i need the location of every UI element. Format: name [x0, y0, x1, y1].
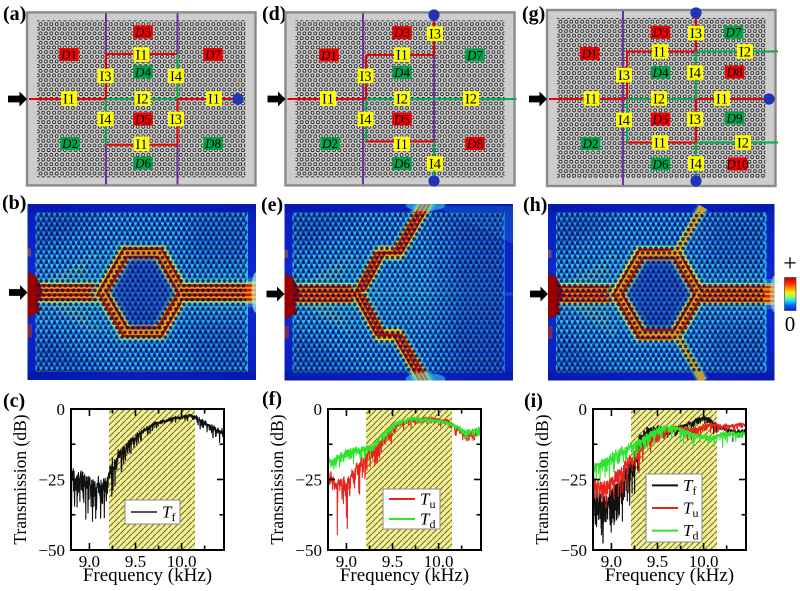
svg-text:(e): (e): [261, 194, 283, 216]
svg-text:(a): (a): [3, 3, 26, 25]
svg-text:Transmission (dB): Transmission (dB): [532, 414, 552, 544]
svg-text:I1: I1: [716, 91, 728, 107]
svg-text:−50: −50: [295, 541, 322, 560]
svg-text:I1: I1: [654, 44, 666, 60]
svg-text:9.0: 9.0: [336, 552, 357, 571]
svg-text:10.0: 10.0: [167, 552, 197, 571]
svg-text:I3: I3: [618, 68, 630, 84]
svg-text:I3: I3: [690, 26, 702, 42]
svg-text:I1: I1: [585, 91, 597, 107]
svg-text:Frequency (kHz): Frequency (kHz): [340, 565, 469, 586]
svg-text:D3: D3: [134, 24, 151, 39]
svg-text:I3: I3: [689, 112, 701, 128]
svg-text:D6: D6: [134, 155, 151, 170]
svg-text:10.0: 10.0: [424, 552, 454, 571]
svg-text:D6: D6: [652, 156, 669, 171]
svg-text:D5: D5: [393, 111, 410, 126]
svg-text:D6: D6: [393, 156, 410, 171]
svg-text:I2: I2: [737, 135, 749, 151]
svg-text:D5: D5: [134, 111, 151, 126]
svg-text:9.0: 9.0: [601, 552, 622, 571]
svg-text:9.5: 9.5: [647, 552, 668, 571]
svg-text:Tf: Tf: [162, 503, 175, 525]
svg-text:D10: D10: [725, 156, 748, 171]
svg-text:D2: D2: [321, 136, 338, 151]
svg-text:−50: −50: [38, 541, 65, 560]
svg-text:D9: D9: [726, 110, 743, 125]
svg-text:D7: D7: [725, 25, 742, 40]
svg-text:(g): (g): [522, 3, 545, 25]
svg-text:−25: −25: [560, 471, 587, 490]
svg-text:Transmission (dB): Transmission (dB): [10, 414, 30, 544]
svg-text:I4: I4: [170, 69, 183, 85]
svg-text:I2: I2: [396, 91, 408, 107]
svg-text:Tu: Tu: [683, 499, 698, 521]
svg-text:D3: D3: [652, 25, 669, 40]
svg-text:D3: D3: [393, 25, 410, 40]
svg-text:I4: I4: [359, 112, 372, 128]
svg-text:D7: D7: [204, 47, 221, 62]
svg-text:D2: D2: [61, 136, 78, 151]
svg-text:+: +: [783, 251, 797, 277]
svg-text:I1: I1: [396, 48, 408, 64]
svg-text:D1: D1: [581, 46, 598, 61]
svg-text:I3: I3: [99, 69, 111, 85]
svg-text:(h): (h): [523, 194, 547, 216]
svg-text:I4: I4: [690, 156, 703, 172]
svg-text:0: 0: [57, 400, 66, 419]
svg-text:(i): (i): [524, 390, 543, 412]
svg-text:D7: D7: [466, 47, 483, 62]
svg-text:Frequency (kHz): Frequency (kHz): [83, 565, 212, 586]
svg-text:I1: I1: [396, 137, 408, 153]
svg-text:I2: I2: [465, 91, 477, 107]
svg-text:9.0: 9.0: [79, 552, 100, 571]
svg-text:Frequency (kHz): Frequency (kHz): [605, 565, 734, 586]
svg-text:−25: −25: [38, 471, 65, 490]
svg-text:9.5: 9.5: [382, 552, 403, 571]
svg-text:Tf: Tf: [683, 476, 696, 498]
svg-text:(c): (c): [3, 390, 25, 412]
svg-text:0: 0: [314, 400, 323, 419]
svg-text:I4: I4: [429, 156, 442, 172]
svg-text:D8: D8: [726, 64, 743, 79]
svg-text:I1: I1: [322, 91, 334, 107]
svg-text:I1: I1: [63, 91, 75, 107]
svg-text:Transmission (dB): Transmission (dB): [267, 414, 287, 544]
svg-text:I4: I4: [99, 112, 112, 128]
svg-text:Tu: Tu: [420, 490, 435, 512]
svg-text:0: 0: [785, 312, 796, 336]
svg-text:−25: −25: [295, 471, 322, 490]
svg-text:−50: −50: [560, 541, 587, 560]
svg-text:I2: I2: [136, 91, 148, 107]
svg-text:0: 0: [579, 400, 588, 419]
svg-text:D2: D2: [582, 136, 599, 151]
svg-text:D5: D5: [652, 111, 669, 126]
svg-text:I1: I1: [654, 135, 666, 151]
svg-text:9.5: 9.5: [125, 552, 146, 571]
svg-text:(b): (b): [2, 192, 26, 214]
svg-text:I1: I1: [135, 137, 147, 153]
svg-text:I3: I3: [170, 112, 182, 128]
svg-text:I2: I2: [739, 44, 751, 60]
svg-text:D4: D4: [393, 65, 410, 80]
svg-text:I3: I3: [429, 27, 441, 43]
svg-text:I4: I4: [689, 65, 702, 81]
svg-text:(d): (d): [262, 3, 286, 25]
svg-text:10.0: 10.0: [689, 552, 719, 571]
svg-text:I4: I4: [618, 113, 631, 129]
svg-text:D1: D1: [60, 47, 77, 62]
svg-text:I1: I1: [208, 91, 220, 107]
svg-text:I3: I3: [359, 69, 371, 85]
svg-text:D4: D4: [652, 65, 669, 80]
svg-text:(f): (f): [262, 388, 282, 410]
svg-text:D1: D1: [320, 47, 337, 62]
svg-text:Td: Td: [683, 521, 698, 543]
svg-text:D8: D8: [204, 136, 221, 151]
svg-text:Td: Td: [420, 510, 435, 532]
svg-text:I2: I2: [653, 91, 665, 107]
svg-text:D4: D4: [134, 64, 151, 79]
svg-text:I1: I1: [135, 47, 147, 63]
svg-text:D8: D8: [466, 136, 483, 151]
